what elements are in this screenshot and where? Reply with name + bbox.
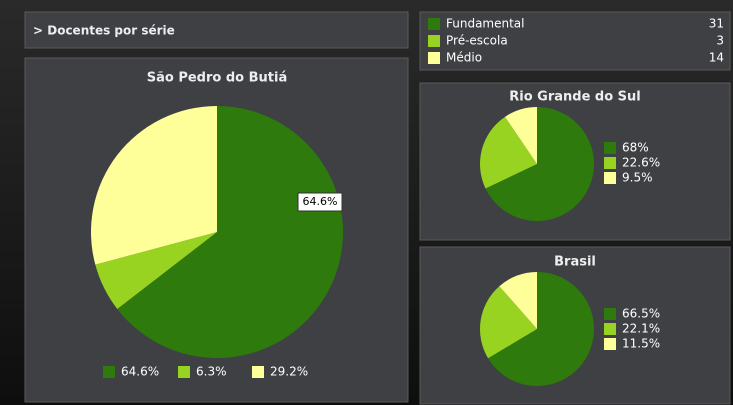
pie-slice [117, 106, 343, 358]
legend-count: 3 [716, 34, 724, 48]
legend-swatch [604, 308, 616, 320]
legend-swatch [178, 366, 190, 378]
legend-swatch [103, 366, 115, 378]
legend-swatch [428, 18, 440, 30]
legend-label: 11.5% [622, 337, 660, 351]
legend-label: 66.5% [622, 307, 660, 321]
legend-swatch [604, 172, 616, 184]
legend-label: 64.6% [121, 365, 159, 379]
chart-title: Rio Grande do Sul [509, 90, 641, 105]
legend-swatch [604, 323, 616, 335]
legend-label: 9.5% [622, 171, 653, 185]
legend-label: Médio [446, 51, 482, 65]
legend-swatch [428, 52, 440, 64]
legend-swatch [604, 157, 616, 169]
legend-panel [419, 11, 731, 71]
pie-slice [499, 272, 537, 329]
legend-swatch [252, 366, 264, 378]
pie-slice [480, 116, 537, 189]
legend-label: Fundamental [446, 17, 525, 31]
legend-label: 6.3% [196, 365, 227, 379]
legend-swatch [428, 35, 440, 47]
pie-slice [488, 272, 594, 387]
legend-label: 29.2% [270, 365, 308, 379]
header-title: > Docentes por série [33, 24, 175, 38]
legend-count: 14 [709, 51, 724, 65]
legend-swatch [604, 338, 616, 350]
pie-slice [91, 106, 217, 265]
legend-label: Pré-escola [446, 34, 508, 48]
legend-count: 31 [709, 17, 724, 31]
pie-slice [480, 286, 537, 359]
legend-swatch [604, 142, 616, 154]
pie-slice [95, 232, 217, 310]
legend-label: 22.6% [622, 156, 660, 170]
annotation: 64.6% [303, 195, 338, 208]
pie-slice [504, 107, 537, 164]
chart-title: São Pedro do Butiá [147, 71, 287, 86]
header-panel [24, 11, 409, 49]
annotation-box [297, 192, 343, 212]
legend-label: 22.1% [622, 322, 660, 336]
legend-label: 68% [622, 141, 649, 155]
chart-title: Brasil [554, 255, 596, 270]
pie-slice [485, 107, 595, 222]
